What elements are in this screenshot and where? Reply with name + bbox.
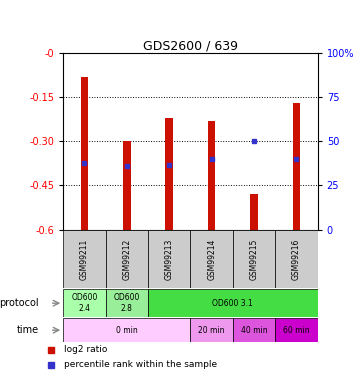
Text: GSM99212: GSM99212 [122, 239, 131, 280]
Bar [275, 318, 318, 342]
Bar [233, 230, 275, 288]
Text: protocol: protocol [0, 298, 39, 308]
Bar [123, 141, 131, 230]
Text: GSM99215: GSM99215 [249, 238, 258, 280]
Bar [148, 230, 191, 288]
Text: GSM99213: GSM99213 [165, 238, 174, 280]
Bar [233, 318, 275, 342]
Bar [250, 194, 258, 230]
Bar [63, 289, 105, 317]
Text: GSM99214: GSM99214 [207, 238, 216, 280]
Text: time: time [17, 325, 39, 335]
Bar [81, 77, 88, 230]
Bar [105, 289, 148, 317]
Text: 20 min: 20 min [199, 326, 225, 334]
Text: OD600 3.1: OD600 3.1 [213, 298, 253, 307]
Bar [190, 230, 233, 288]
Bar [105, 230, 148, 288]
Bar [293, 103, 300, 230]
Text: percentile rank within the sample: percentile rank within the sample [64, 360, 217, 369]
Bar [190, 318, 233, 342]
Text: OD600
2.4: OD600 2.4 [71, 294, 97, 313]
Bar [63, 230, 105, 288]
Text: 0 min: 0 min [116, 326, 138, 334]
Bar [63, 318, 190, 342]
Bar [148, 289, 318, 317]
Text: OD600
2.8: OD600 2.8 [114, 294, 140, 313]
Bar [165, 118, 173, 230]
Text: 60 min: 60 min [283, 326, 310, 334]
Text: GSM99216: GSM99216 [292, 238, 301, 280]
Text: 40 min: 40 min [241, 326, 268, 334]
Bar [275, 230, 318, 288]
Title: GDS2600 / 639: GDS2600 / 639 [143, 39, 238, 52]
Text: log2 ratio: log2 ratio [64, 345, 108, 354]
Bar [208, 121, 216, 230]
Text: GSM99211: GSM99211 [80, 239, 89, 280]
